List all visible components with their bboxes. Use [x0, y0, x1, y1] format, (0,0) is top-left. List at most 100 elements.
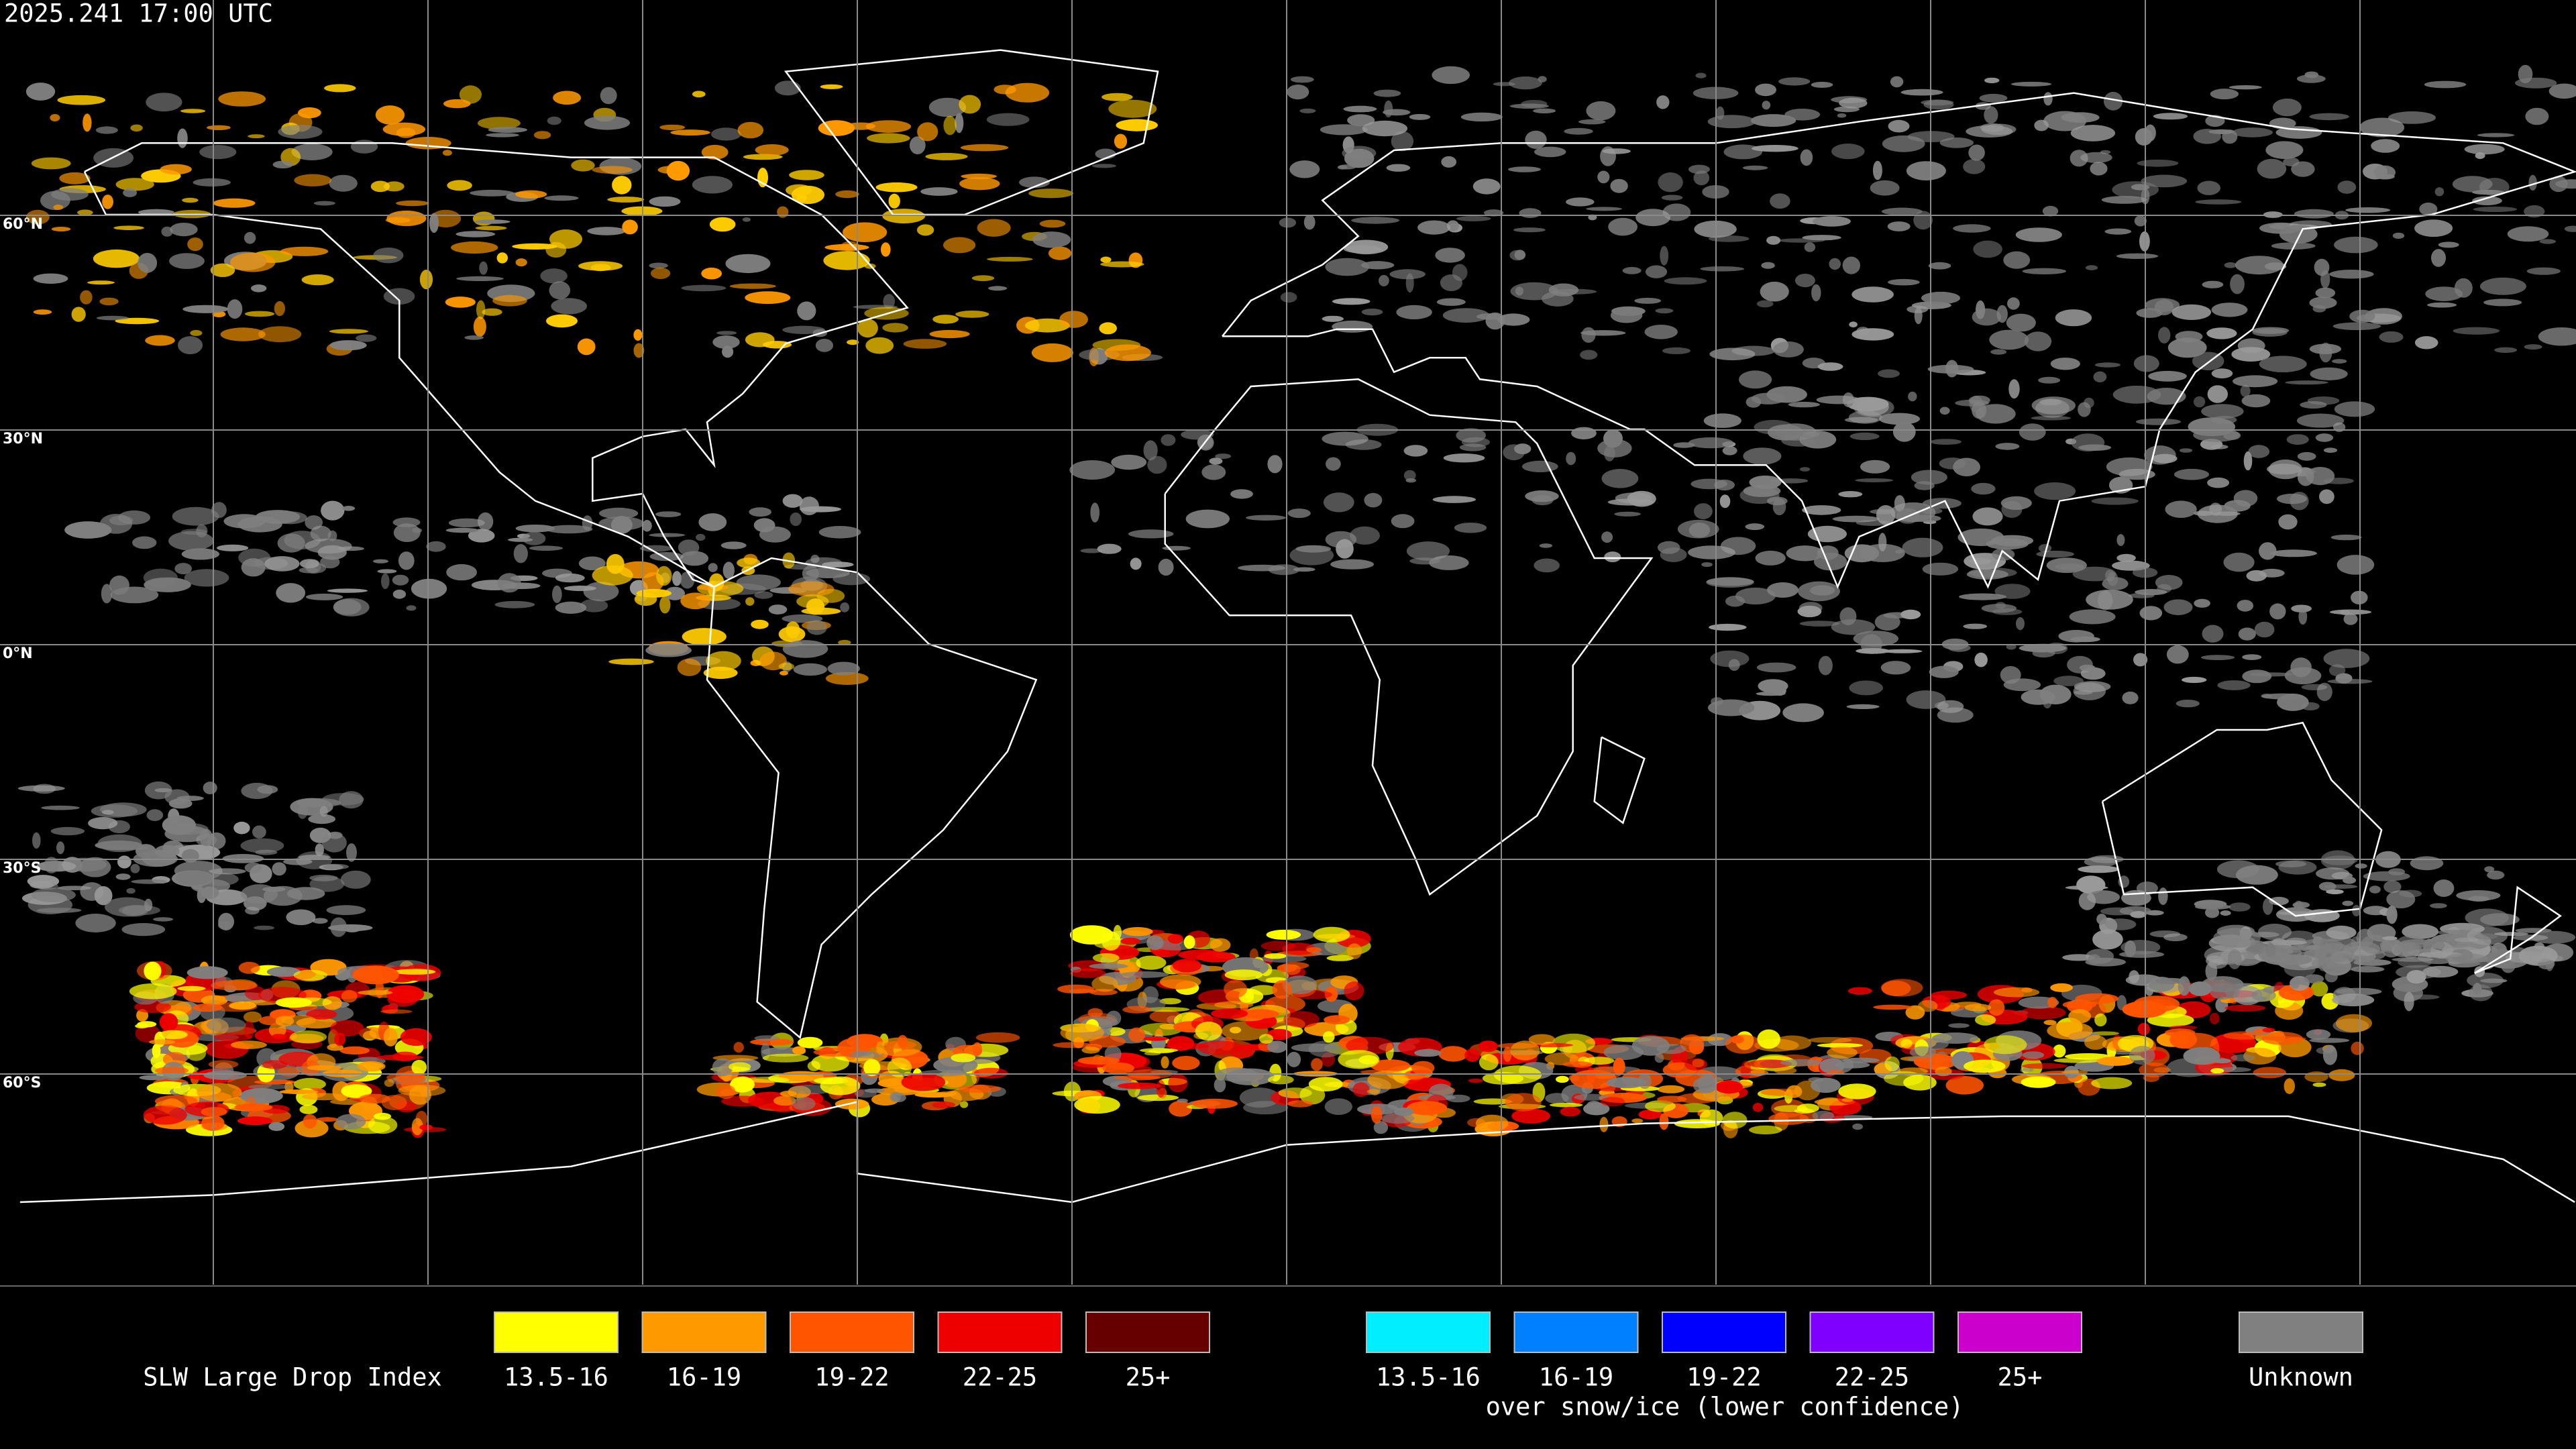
cloud-patch [2278, 514, 2298, 530]
cloud-patch [513, 544, 528, 564]
cloud-patch [745, 597, 755, 606]
cloud-patch [56, 841, 65, 855]
cloud-patch [1366, 1089, 1380, 1094]
cloud-patch [51, 188, 89, 201]
cloud-patch [2342, 900, 2354, 906]
cloud-patch [1211, 1008, 1248, 1019]
cloud-patch [321, 833, 347, 853]
cloud-patch [1900, 1038, 1913, 1049]
cloud-patch [357, 1061, 386, 1072]
cloud-patch [2319, 489, 2334, 504]
cloud-patch [181, 548, 220, 560]
cloud-patch [313, 201, 335, 206]
cloud-patch [710, 127, 741, 141]
cloud-patch [656, 566, 672, 586]
cloud-patch [1782, 703, 1824, 722]
cloud-patch [218, 912, 234, 930]
cloud-patch [1545, 1093, 1569, 1104]
cloud-patch [297, 804, 308, 819]
cloud-patch [208, 1060, 239, 1069]
cloud-patch [2223, 1031, 2265, 1040]
cloud-patch [1707, 699, 1755, 716]
cloud-patch [1768, 1112, 1809, 1125]
cloud-patch [230, 252, 276, 272]
cloud-patch [2055, 309, 2092, 327]
cloud-patch [1332, 298, 1371, 305]
cloud-patch [2206, 327, 2237, 339]
cloud-patch [1715, 1080, 1743, 1094]
cloud-patch [622, 219, 638, 235]
cloud-patch [2263, 898, 2273, 915]
cloud-patch [375, 105, 405, 125]
legend-label: 19-22 [1686, 1363, 1761, 1392]
cloud-patch [720, 541, 747, 549]
cloud-patch [1246, 515, 1286, 521]
cloud-patch [203, 782, 217, 795]
cloud-patch [768, 604, 788, 614]
cloud-patch [1610, 178, 1628, 193]
cloud-patch [2122, 691, 2139, 704]
cloud-patch [129, 983, 177, 1000]
cloud-patch [2525, 107, 2549, 125]
cloud-patch [1688, 437, 1733, 449]
cloud-patch [943, 115, 957, 136]
cloud-patch [920, 187, 958, 196]
cloud-patch [1911, 470, 1947, 485]
cloud-patch [264, 556, 300, 572]
cloud-patch [486, 133, 519, 138]
cloud-patch [272, 1034, 286, 1040]
cloud-patch [1838, 1083, 1876, 1099]
cloud-patch [1966, 569, 2008, 580]
cloud-patch [172, 506, 219, 526]
cloud-patch [1752, 145, 1799, 152]
cloud-patch [2329, 270, 2374, 279]
cloud-patch [2050, 983, 2074, 992]
cloud-patch [227, 299, 243, 319]
cloud-patch [201, 872, 239, 886]
cloud-patch [1874, 613, 1900, 631]
cloud-patch [2134, 215, 2147, 227]
cloud-patch [1794, 1108, 1815, 1114]
cloud-patch [745, 291, 791, 305]
cloud-patch [1185, 509, 1230, 529]
cloud-patch [1878, 533, 1887, 552]
cloud-patch [1299, 108, 1316, 113]
cloud-patch [1772, 341, 1804, 358]
cloud-patch [649, 196, 681, 207]
cloud-patch [1169, 1100, 1192, 1117]
cloud-patch [1550, 1102, 1583, 1108]
legend: SLW Large Drop Index 13.5-16 16-19 19-22 22-… [143, 1311, 2363, 1421]
cloud-patch [1172, 959, 1202, 973]
cloud-patch [754, 591, 773, 599]
cloud-patch [754, 1035, 780, 1041]
cloud-patch [1972, 308, 2002, 326]
cloud-patch [928, 97, 967, 117]
cloud-patch [909, 136, 926, 155]
cloud-patch [1837, 113, 1847, 118]
cloud-patch [96, 315, 129, 321]
cloud-patch [2528, 174, 2537, 191]
cloud-patch [2330, 534, 2362, 541]
cloud-patch [2000, 496, 2032, 511]
cloud-patch [827, 661, 860, 676]
cloud-patch [1848, 411, 1882, 424]
cloud-patch [2431, 941, 2445, 950]
cloud-patch [329, 340, 367, 351]
cloud-patch [2091, 497, 2139, 505]
cloud-patch [2139, 231, 2150, 252]
cloud-patch [1658, 172, 1683, 193]
cloud-patch [2425, 286, 2463, 301]
cloud-patch [1464, 1049, 1481, 1062]
cloud-patch [1514, 443, 1532, 455]
latitude-label: 0°N [3, 645, 33, 662]
cloud-patch [645, 643, 692, 657]
cloud-patch [1932, 1032, 1979, 1044]
cloud-patch [1510, 282, 1558, 301]
cloud-patch [1128, 1027, 1146, 1042]
cloud-patch [2139, 606, 2163, 621]
cloud-patch [1441, 156, 1457, 168]
cloud-patch [2263, 954, 2312, 966]
cloud-patch [1283, 1011, 1320, 1028]
cloud-patch [773, 1095, 796, 1106]
